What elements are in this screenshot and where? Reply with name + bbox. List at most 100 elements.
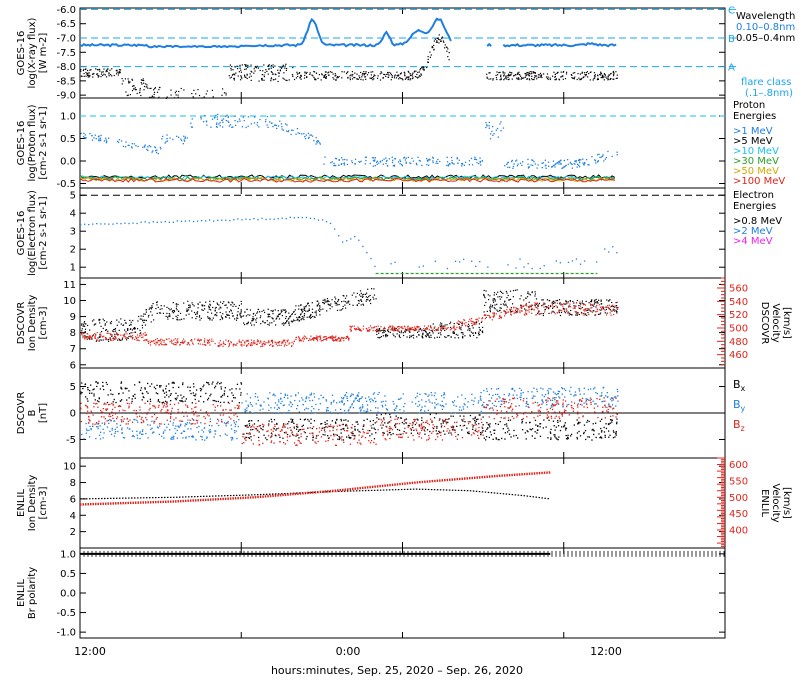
data-point bbox=[279, 313, 281, 315]
data-point bbox=[306, 435, 308, 438]
data-point bbox=[548, 308, 550, 310]
data-point bbox=[590, 310, 592, 312]
data-point bbox=[283, 396, 285, 399]
data-point bbox=[288, 343, 290, 345]
data-point bbox=[166, 402, 168, 404]
data-point bbox=[355, 421, 357, 423]
data-point bbox=[120, 334, 122, 336]
data-point bbox=[544, 159, 546, 161]
data-point bbox=[174, 432, 177, 434]
data-point bbox=[290, 402, 292, 404]
data-point bbox=[532, 308, 534, 310]
data-point bbox=[522, 429, 524, 431]
data-point bbox=[304, 309, 306, 311]
data-point bbox=[531, 291, 533, 293]
data-point bbox=[254, 314, 257, 316]
data-point bbox=[263, 424, 265, 426]
data-point bbox=[150, 321, 152, 323]
data-point bbox=[320, 394, 322, 396]
data-point bbox=[143, 145, 146, 147]
data-point bbox=[395, 423, 397, 425]
panel-frame bbox=[79, 187, 726, 279]
data-point bbox=[507, 166, 509, 168]
data-point bbox=[274, 309, 276, 311]
data-point bbox=[537, 164, 539, 166]
data-point bbox=[242, 339, 244, 341]
data-point bbox=[308, 309, 310, 311]
data-point bbox=[362, 428, 364, 430]
data-point bbox=[523, 313, 525, 315]
y-tick-label: -6.0 bbox=[56, 5, 76, 16]
data-point bbox=[525, 312, 527, 315]
data-point bbox=[597, 78, 599, 80]
data-point bbox=[413, 330, 415, 332]
data-point bbox=[594, 403, 596, 405]
data-point bbox=[149, 424, 151, 426]
data-point bbox=[578, 388, 580, 390]
data-point bbox=[293, 340, 295, 342]
data-point bbox=[279, 313, 281, 315]
data-point bbox=[357, 429, 359, 431]
data-point bbox=[272, 310, 274, 313]
data-point bbox=[311, 311, 314, 314]
data-point bbox=[414, 329, 417, 331]
data-point bbox=[394, 74, 396, 76]
data-point bbox=[246, 340, 248, 342]
data-point bbox=[282, 404, 284, 407]
data-point bbox=[546, 404, 548, 406]
data-point bbox=[220, 396, 222, 398]
data-point bbox=[80, 393, 82, 395]
data-point bbox=[124, 222, 126, 224]
data-point bbox=[114, 330, 117, 332]
data-point bbox=[613, 313, 615, 316]
data-point bbox=[273, 218, 275, 220]
data-point bbox=[108, 340, 110, 342]
data-point bbox=[241, 343, 243, 345]
data-point bbox=[186, 137, 188, 139]
data-point bbox=[555, 163, 557, 165]
data-point bbox=[429, 401, 431, 403]
data-point bbox=[292, 129, 294, 131]
flare-level-label: C bbox=[728, 5, 735, 16]
data-point bbox=[260, 341, 262, 343]
data-point bbox=[135, 89, 137, 91]
data-point bbox=[534, 437, 536, 439]
data-point bbox=[129, 328, 131, 330]
data-point bbox=[464, 421, 466, 423]
data-point bbox=[288, 324, 290, 326]
data-point bbox=[452, 426, 455, 428]
data-point bbox=[493, 316, 495, 318]
data-point bbox=[298, 411, 301, 413]
data-point bbox=[83, 68, 85, 70]
data-point bbox=[225, 316, 227, 318]
data-point bbox=[113, 398, 115, 401]
data-point bbox=[134, 397, 136, 399]
data-point bbox=[336, 434, 338, 436]
data-point bbox=[503, 79, 505, 81]
data-point bbox=[534, 395, 536, 397]
data-point bbox=[233, 219, 235, 221]
data-point bbox=[210, 340, 212, 342]
data-point bbox=[547, 393, 549, 395]
data-point bbox=[562, 305, 564, 307]
data-point bbox=[290, 315, 292, 317]
data-point bbox=[478, 331, 480, 333]
data-point bbox=[85, 75, 87, 77]
data-point bbox=[497, 74, 499, 76]
data-point bbox=[303, 335, 305, 337]
data-point bbox=[269, 344, 271, 346]
data-point bbox=[557, 393, 559, 395]
data-point bbox=[536, 307, 538, 309]
data-point bbox=[104, 338, 107, 341]
data-point bbox=[308, 308, 310, 310]
data-point bbox=[143, 319, 145, 321]
data-point bbox=[200, 422, 202, 424]
data-point bbox=[204, 305, 206, 307]
data-point bbox=[393, 77, 396, 79]
data-point bbox=[488, 127, 490, 129]
data-point bbox=[342, 308, 344, 310]
data-point bbox=[192, 392, 194, 394]
data-point bbox=[578, 160, 581, 162]
